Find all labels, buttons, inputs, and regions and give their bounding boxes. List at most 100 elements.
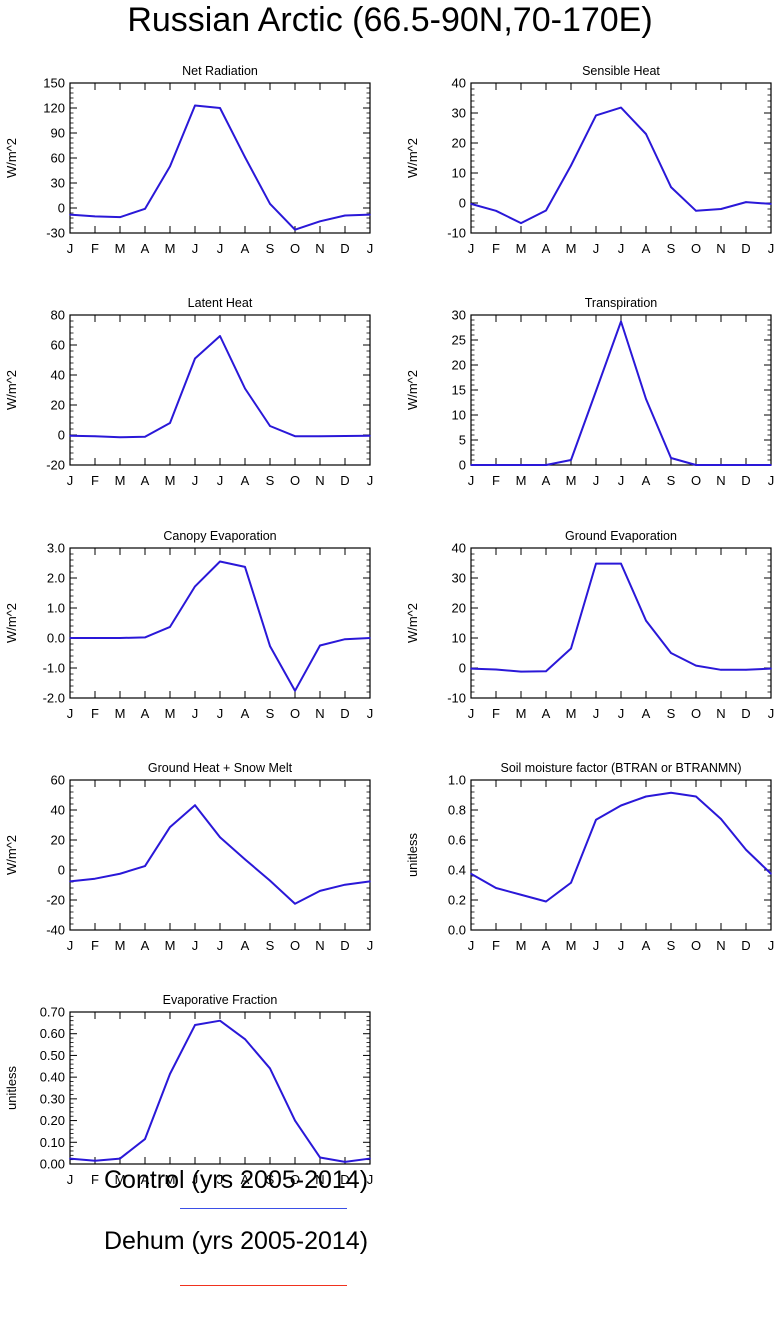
x-tick-label: S: [266, 938, 275, 953]
x-tick-label: A: [241, 706, 250, 721]
x-tick-label: A: [542, 706, 551, 721]
data-point: [595, 114, 597, 117]
data-point: [169, 1073, 171, 1075]
data-point: [119, 872, 121, 875]
plot-frame: [69, 779, 371, 931]
data-point: [219, 1019, 221, 1022]
y-tick-label: -10: [447, 226, 466, 241]
chart-panel-7: Soil moisture factor (BTRAN or BTRANMN) u…: [405, 761, 774, 953]
data-point: [119, 1157, 121, 1160]
data-point: [94, 1159, 96, 1162]
data-point: [69, 434, 71, 437]
x-tick-label: J: [217, 706, 224, 721]
data-point: [470, 464, 472, 466]
data-point: [194, 104, 196, 107]
x-tick-label: M: [165, 706, 176, 721]
x-tick-label: J: [468, 241, 475, 256]
y-tick-label: 25: [452, 333, 466, 348]
x-tick-label: A: [642, 938, 651, 953]
x-tick-label: N: [716, 473, 725, 488]
data-point: [294, 1119, 296, 1122]
x-tick-label: A: [542, 938, 551, 953]
y-axis-label: W/m^2: [405, 370, 420, 410]
x-tick-label: S: [667, 706, 676, 721]
x-tick-label: O: [290, 706, 300, 721]
y-tick-label: 40: [452, 76, 466, 91]
x-tick-label: J: [618, 706, 625, 721]
y-tick-label: 0.50: [40, 1048, 65, 1063]
data-point: [119, 637, 121, 639]
series-line-0: [470, 106, 772, 225]
data-point: [294, 690, 296, 692]
x-tick-label: N: [716, 938, 725, 953]
series-line-0: [69, 1019, 371, 1163]
data-point: [319, 435, 321, 438]
data-point: [319, 890, 321, 892]
y-tick-label: 30: [452, 308, 466, 323]
y-tick-label: -10: [447, 691, 466, 706]
y-tick-label: 120: [43, 101, 65, 116]
x-tick-label: A: [542, 241, 551, 256]
x-tick-label: M: [566, 938, 577, 953]
x-tick-label: J: [468, 706, 475, 721]
x-tick-label: J: [67, 938, 74, 953]
x-tick-label: O: [290, 938, 300, 953]
data-point: [570, 881, 572, 884]
x-tick-label: F: [91, 938, 99, 953]
data-point: [144, 1138, 146, 1140]
x-tick-label: N: [716, 706, 725, 721]
x-tick-label: A: [642, 706, 651, 721]
data-point: [319, 220, 321, 223]
x-tick-label: A: [141, 938, 150, 953]
y-tick-label: 20: [452, 358, 466, 373]
y-axis-label: W/m^2: [405, 603, 420, 643]
series-line-0: [470, 562, 772, 673]
x-tick-label: A: [241, 241, 250, 256]
y-axis-label: W/m^2: [4, 370, 19, 410]
x-tick-label: S: [667, 938, 676, 953]
y-tick-label: -30: [46, 226, 65, 241]
data-point: [720, 669, 722, 671]
data-point: [470, 667, 472, 670]
y-tick-label: 20: [452, 136, 466, 151]
x-tick-label: F: [492, 706, 500, 721]
data-point: [495, 887, 497, 889]
x-tick-label: J: [468, 938, 475, 953]
data-point: [94, 435, 96, 438]
y-tick-label: 80: [51, 308, 65, 323]
y-axis-label: unitless: [4, 1065, 19, 1110]
x-tick-label: M: [516, 938, 527, 953]
x-tick-label: D: [741, 473, 750, 488]
x-tick-label: J: [367, 1172, 374, 1187]
data-point: [219, 335, 221, 337]
data-point: [745, 848, 747, 851]
data-point: [369, 880, 371, 883]
data-point: [595, 390, 597, 392]
x-tick-label: J: [217, 938, 224, 953]
x-tick-label: M: [566, 706, 577, 721]
data-point: [620, 106, 622, 109]
data-point: [545, 900, 547, 903]
x-tick-label: O: [691, 938, 701, 953]
data-point: [369, 434, 371, 437]
chart-panel-6: Ground Heat + Snow Melt W/m^2 -40 -20 0 20 40 6…: [4, 761, 373, 953]
data-point: [495, 210, 497, 212]
data-point: [695, 795, 697, 798]
data-point: [495, 668, 497, 671]
data-point: [720, 208, 722, 210]
plot-frame: [470, 779, 772, 931]
data-point: [720, 818, 722, 820]
x-tick-label: J: [67, 1172, 74, 1187]
x-tick-label: J: [768, 241, 775, 256]
data-point: [495, 464, 497, 466]
y-axis-label: W/m^2: [405, 138, 420, 178]
data-point: [520, 670, 522, 673]
data-point: [294, 435, 296, 438]
y-tick-label: 0.2: [448, 893, 466, 908]
x-tick-label: J: [593, 241, 600, 256]
x-tick-label: J: [593, 473, 600, 488]
data-point: [595, 562, 597, 565]
